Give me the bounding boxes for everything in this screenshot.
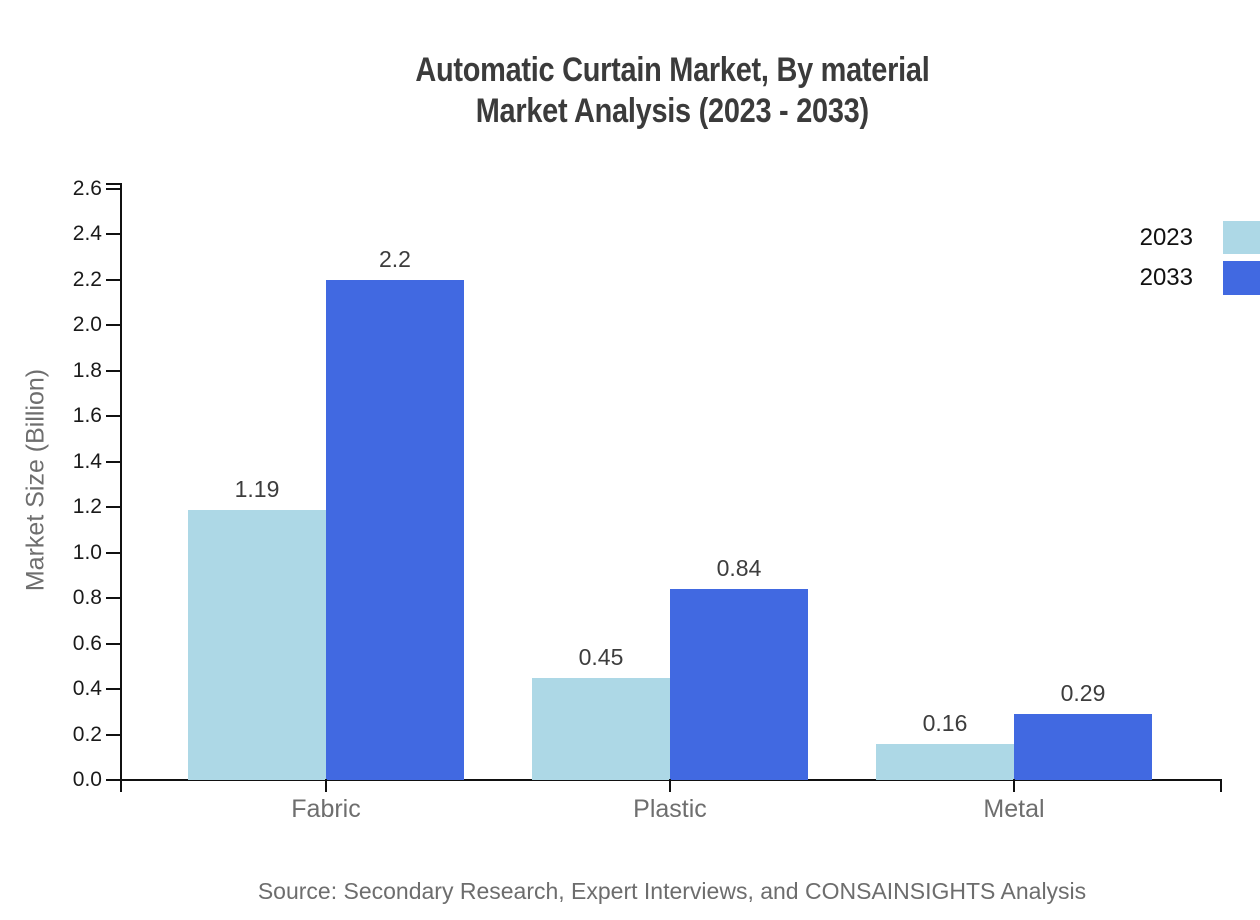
y-tick <box>106 597 120 600</box>
y-tick <box>106 278 120 281</box>
bar-value-label: 0.84 <box>716 555 762 581</box>
x-tick <box>669 779 671 792</box>
y-tick <box>106 688 120 691</box>
bar-2033-plastic <box>670 589 808 780</box>
y-tick <box>106 369 120 372</box>
y-tick <box>106 779 120 781</box>
y-tick-label: 0.4 <box>72 677 102 701</box>
bar-2033-metal <box>1014 714 1152 780</box>
y-tick-label: 1.8 <box>72 358 102 382</box>
x-tick <box>325 779 327 792</box>
y-tick-label: 1.0 <box>72 540 102 564</box>
legend-swatch-2023 <box>1223 221 1260 254</box>
chart-title: Automatic Curtain Market, By material Ma… <box>122 50 1222 132</box>
bar-2023-plastic <box>532 678 670 780</box>
x-axis-left-end-tick <box>120 779 122 792</box>
y-tick-label: 1.2 <box>72 495 102 519</box>
y-tick-label: 2.0 <box>72 313 102 337</box>
y-tick-label: 0.2 <box>72 722 102 746</box>
y-tick-label: 1.6 <box>72 404 102 428</box>
bar-2033-fabric <box>326 280 464 780</box>
y-tick <box>106 460 120 463</box>
legend-label-2023: 2023 <box>1139 224 1193 251</box>
legend-swatch-2033 <box>1223 261 1260 295</box>
y-tick <box>106 551 120 554</box>
x-axis-line <box>120 779 1222 781</box>
bar-value-label: 2.2 <box>379 246 411 272</box>
y-tick-label: 0.6 <box>72 631 102 655</box>
bar-value-label: 0.45 <box>578 644 624 670</box>
chart-title-line2: Market Analysis (2023 - 2033) <box>475 92 869 130</box>
x-tick <box>1013 779 1015 792</box>
y-axis-top-cap <box>106 183 120 185</box>
bar-2023-metal <box>876 744 1014 780</box>
y-tick <box>106 188 120 190</box>
source-note: Source: Secondary Research, Expert Inter… <box>257 878 1087 904</box>
bar-value-label: 1.19 <box>234 476 280 502</box>
y-tick-label: 1.4 <box>72 449 102 473</box>
bar-value-label: 0.16 <box>922 710 968 736</box>
bar-2023-fabric <box>188 510 326 780</box>
category-label-plastic: Plastic <box>633 795 707 823</box>
y-tick <box>106 415 120 418</box>
y-tick <box>106 506 120 509</box>
bar-value-label: 0.29 <box>1060 680 1106 706</box>
category-label-fabric: Fabric <box>291 795 361 823</box>
y-tick-label: 2.6 <box>72 177 102 200</box>
y-tick <box>106 642 120 645</box>
y-tick <box>106 324 120 327</box>
y-tick-label: 2.2 <box>72 267 102 291</box>
chart-title-line1: Automatic Curtain Market, By material <box>414 51 930 89</box>
y-tick <box>106 233 120 236</box>
y-tick-label: 0.8 <box>72 586 102 610</box>
y-tick-label: 2.4 <box>72 222 102 246</box>
y-tick-label: 0.0 <box>72 768 102 791</box>
y-axis-line <box>120 183 122 782</box>
y-tick <box>106 733 120 736</box>
category-label-metal: Metal <box>983 795 1045 823</box>
x-axis-right-end-tick <box>1220 779 1222 792</box>
legend-label-2033: 2033 <box>1139 264 1193 291</box>
